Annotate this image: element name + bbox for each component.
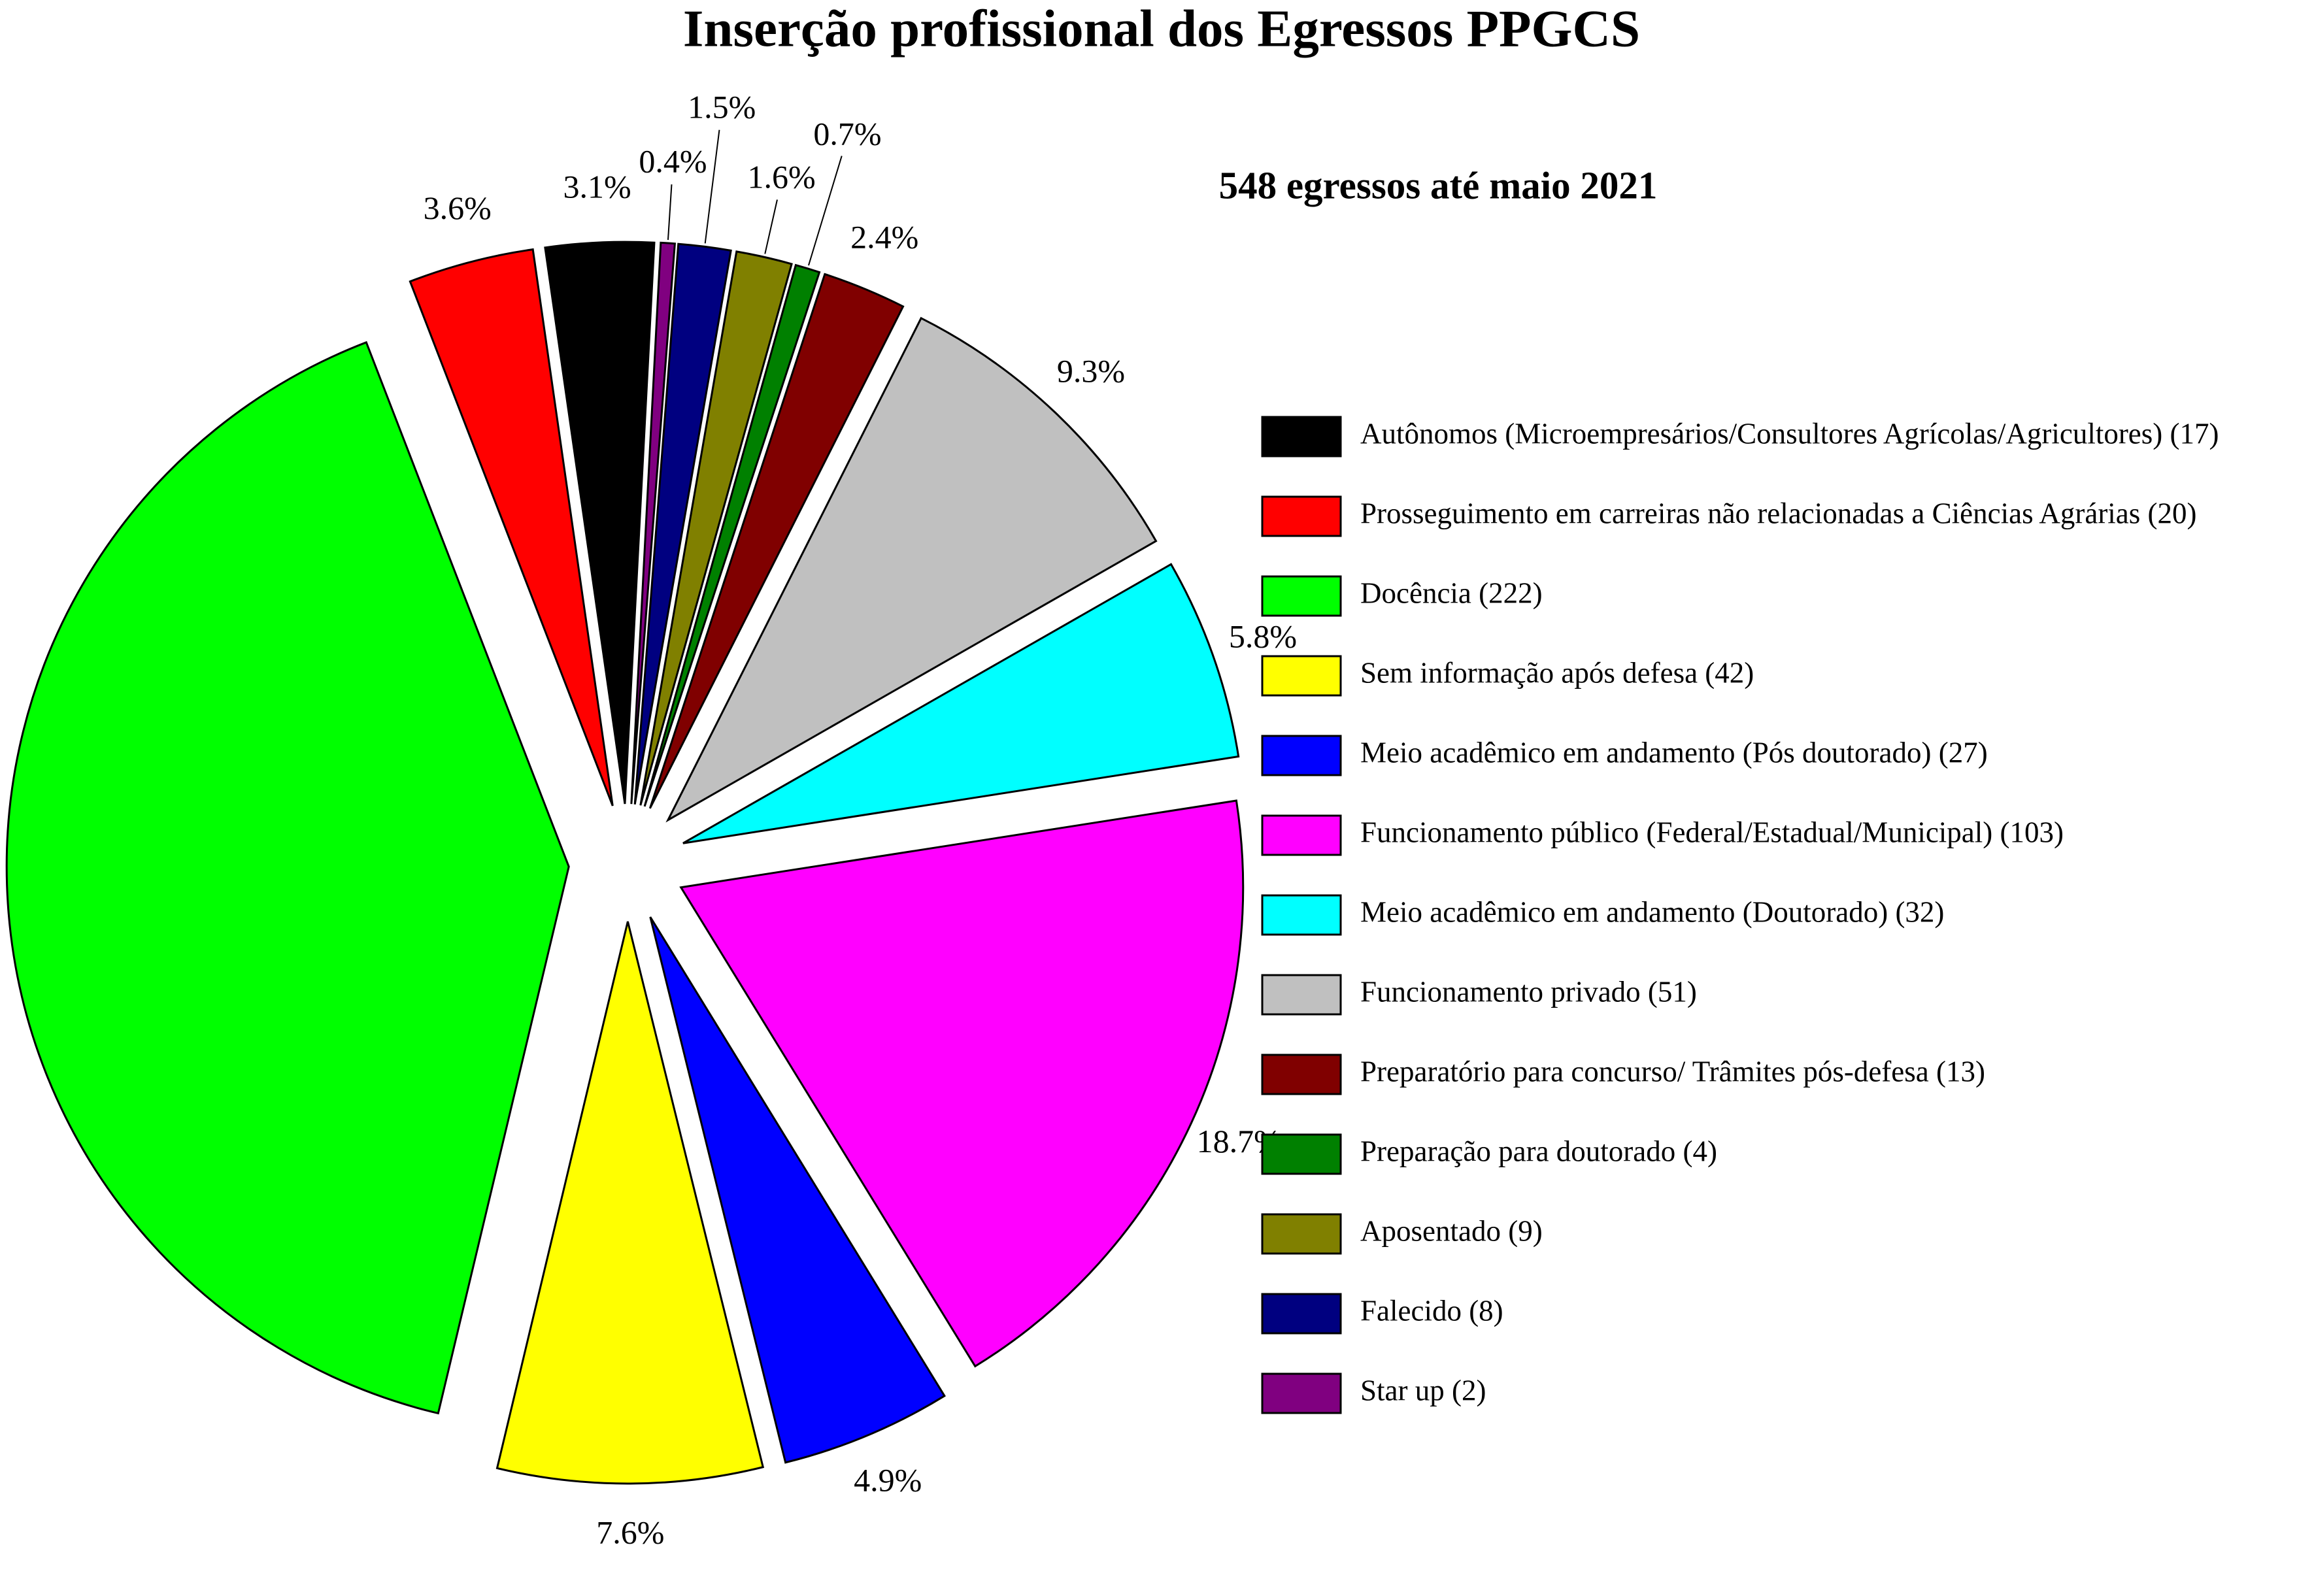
pie-slice (630, 241, 677, 805)
legend-label: Star up (2) (1360, 1374, 1486, 1406)
data-label: 5.8% (1229, 618, 1297, 655)
data-label: 1.6% (748, 159, 816, 195)
pie-slice (643, 263, 821, 807)
legend-label: Docência (222) (1360, 576, 1543, 609)
legend-label: Sem informação após defesa (42) (1360, 656, 1754, 689)
pie-slice (495, 921, 765, 1485)
pie-slice (633, 242, 732, 805)
legend-label: Autônomos (Microempresários/Consultores … (1360, 417, 2219, 450)
pie-slice (648, 273, 905, 809)
data-label: 7.6% (596, 1514, 664, 1550)
legend-swatch (1261, 495, 1342, 537)
legend-swatch (1261, 1133, 1342, 1175)
data-label: 3.1% (563, 169, 631, 205)
legend-swatch (1261, 894, 1342, 936)
pie-slice (649, 916, 946, 1464)
chart-subtitle: 548 egressos até maio 2021 (1219, 164, 1658, 207)
legend-swatch (1261, 1372, 1342, 1414)
pie-slice (682, 563, 1240, 844)
legend-label: Preparação para doutorado (4) (1360, 1135, 1717, 1167)
data-label: 9.3% (1057, 352, 1125, 389)
data-label: 0.4% (639, 143, 707, 180)
leader-line (764, 199, 778, 254)
legend-swatch (1261, 575, 1342, 617)
legend-swatch (1261, 1213, 1342, 1255)
pie-slice (679, 799, 1245, 1368)
data-label: 3.6% (424, 190, 492, 226)
leader-line (808, 156, 843, 266)
legend-swatch (1261, 974, 1342, 1016)
legend-label: Funcionamento público (Federal/Estadual/… (1360, 816, 2064, 848)
data-label: 1.5% (688, 88, 756, 125)
legend-label: Meio acadêmico em andamento (Pós doutora… (1360, 736, 1988, 769)
legend-label: Falecido (8) (1360, 1294, 1503, 1327)
legend-swatch (1261, 416, 1342, 457)
leader-line (704, 129, 720, 244)
data-label: 4.9% (854, 1461, 922, 1498)
legend-swatch (1261, 655, 1342, 697)
legend-swatch (1261, 1054, 1342, 1095)
data-label: 2.4% (850, 218, 918, 255)
pie-slice (665, 316, 1158, 823)
legend-swatch (1261, 814, 1342, 856)
pie-slice (639, 250, 793, 806)
legend-label: Prosseguimento em carreiras não relacion… (1360, 497, 2197, 529)
pie-slice (5, 341, 570, 1415)
leader-line (667, 184, 673, 241)
legend-label: Meio acadêmico em andamento (Doutorado) … (1360, 895, 1944, 928)
legend-label: Aposentado (9) (1360, 1214, 1543, 1247)
legend-swatch (1261, 1293, 1342, 1335)
legend-label: Funcionamento privado (51) (1360, 975, 1697, 1008)
chart-title: Inserção profissional dos Egressos PPGCS (683, 0, 1640, 58)
data-label: 0.7% (813, 115, 881, 152)
legend-swatch (1261, 735, 1342, 776)
legend-label: Preparatório para concurso/ Trâmites pós… (1360, 1055, 1985, 1088)
pie-slice (409, 248, 614, 806)
pie-slice (544, 241, 656, 805)
